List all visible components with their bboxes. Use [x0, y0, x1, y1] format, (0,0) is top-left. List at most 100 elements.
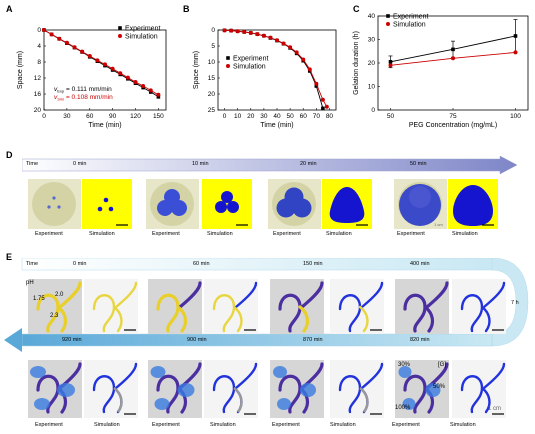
experiment-image-d-0 [28, 179, 81, 229]
simulation-image-e-bottom-1 [204, 360, 258, 418]
legend-marker [226, 64, 230, 68]
acid-droplet [425, 383, 441, 397]
experiment-image-d-3: 1 cm [394, 179, 447, 229]
data-point-simulation [324, 104, 329, 109]
y-tick-label: 16 [34, 91, 42, 98]
simulation-drawing [92, 281, 138, 333]
acid-droplet [273, 366, 287, 378]
gel-blob [453, 185, 493, 226]
data-point-simulation [148, 88, 153, 93]
data-point-simulation [57, 36, 62, 41]
gel-channel [482, 362, 506, 390]
simulation-drawing [212, 281, 258, 333]
x-axis-label: Time (min) [260, 122, 293, 129]
y-tick-label: 0 [37, 27, 41, 34]
arrow-duration-label: 7 h [511, 300, 519, 306]
simulation-drawing [329, 187, 368, 226]
simulation-drawing [460, 281, 506, 333]
y-axis-label: Gelation duration (h) [353, 31, 360, 95]
concentration-bracket-label: [G] [438, 362, 447, 368]
gel-blob [157, 200, 173, 216]
sim-label-e-0: Simulation [94, 422, 120, 428]
time-d-1: 10 min [192, 161, 209, 167]
simulation-image-e-bottom-2 [330, 360, 384, 418]
data-point-simulation [110, 66, 115, 71]
gel-channel [482, 281, 506, 309]
gel-channel [156, 293, 180, 333]
panel-letter-a: A [6, 4, 13, 14]
acid-droplet [34, 398, 50, 410]
panel-letter-d: D [6, 150, 13, 160]
data-point-simulation [248, 30, 253, 35]
velocity-annotation: vExp = 0.111 mm/min [54, 86, 112, 94]
data-point-simulation [95, 58, 100, 63]
y-tick-label: 20 [208, 91, 216, 98]
exp-label-d-2: Experiment [273, 231, 301, 237]
data-point-simulation [307, 67, 312, 72]
time-e-bot-0: 920 min [62, 337, 82, 343]
data-point-simulation [72, 45, 77, 50]
gel-channel [178, 281, 202, 309]
timeline-arrow-d [22, 156, 518, 175]
gel-seed [108, 206, 114, 212]
experiment-image-d-2 [268, 179, 321, 229]
y-tick-label: 20 [34, 107, 42, 114]
x-tick-label: 60 [300, 113, 308, 120]
legend-label: Experiment [233, 56, 268, 63]
petri-dish [32, 182, 76, 226]
velocity-annotation: vSim = 0.108 mm/min [54, 94, 113, 102]
experiment-drawing: 1 cm [398, 182, 443, 227]
experiment-drawing [403, 281, 449, 333]
x-tick-label: 20 [247, 113, 255, 120]
gel-channel [403, 293, 427, 333]
y-tick-label: 25 [208, 107, 216, 114]
ph-value-3: 2.3 [50, 313, 59, 319]
data-point-simulation [49, 32, 54, 37]
gel-channel [212, 294, 236, 333]
gel-channel [338, 375, 362, 414]
x-tick-label: 100 [510, 113, 521, 120]
experiment-image-e-bottom-0 [28, 360, 82, 418]
data-point-simulation [133, 80, 138, 84]
data-point-experiment [388, 60, 393, 64]
time-label-d: Time [26, 161, 39, 167]
gel-channel [92, 294, 116, 333]
panel-letter-c: C [353, 4, 360, 14]
x-tick-label: 150 [153, 113, 164, 120]
y-tick-label: 12 [34, 75, 42, 82]
gel-blob [292, 198, 312, 218]
gel-channel [423, 305, 435, 333]
legend-label: Simulation [393, 22, 426, 29]
gel-channel [232, 305, 243, 333]
experiment-image-e-bottom-3 [395, 360, 449, 418]
time-d-0: 0 min [73, 161, 87, 167]
series-line-simulation [43, 29, 159, 96]
ph-label: pH [26, 280, 34, 286]
time-e-top-0: 0 min [73, 261, 87, 267]
legend-marker [118, 26, 122, 30]
gel-blob [171, 200, 187, 216]
simulation-drawing [215, 191, 248, 226]
x-tick-label: 40 [273, 113, 281, 120]
y-tick-label: 5 [211, 43, 215, 50]
gel-channel [234, 362, 258, 390]
experiment-image-e-top-1 [148, 279, 202, 334]
gel-channel [300, 281, 324, 309]
time-label-e: Time [26, 261, 39, 267]
experiment-drawing [273, 362, 324, 414]
experiment-drawing [150, 182, 194, 226]
gel-channel [360, 281, 384, 309]
simulation-drawing [97, 197, 128, 226]
data-point-simulation [320, 97, 325, 102]
x-tick-label: 50 [286, 113, 294, 120]
acid-droplet [30, 366, 46, 378]
time-e-top-3: 400 min [410, 261, 430, 267]
exp-label-e-2: Experiment [272, 422, 300, 428]
data-point-simulation [275, 38, 279, 43]
x-tick-label: 50 [387, 113, 395, 120]
legend-marker [226, 56, 230, 60]
y-tick-label: 8 [37, 59, 41, 66]
gel-blob [227, 201, 239, 213]
chart-c: 50 75 100 0 10 20 30 40 PEG Concentration (mg/mL… [353, 13, 529, 129]
simulation-drawing [460, 362, 506, 415]
